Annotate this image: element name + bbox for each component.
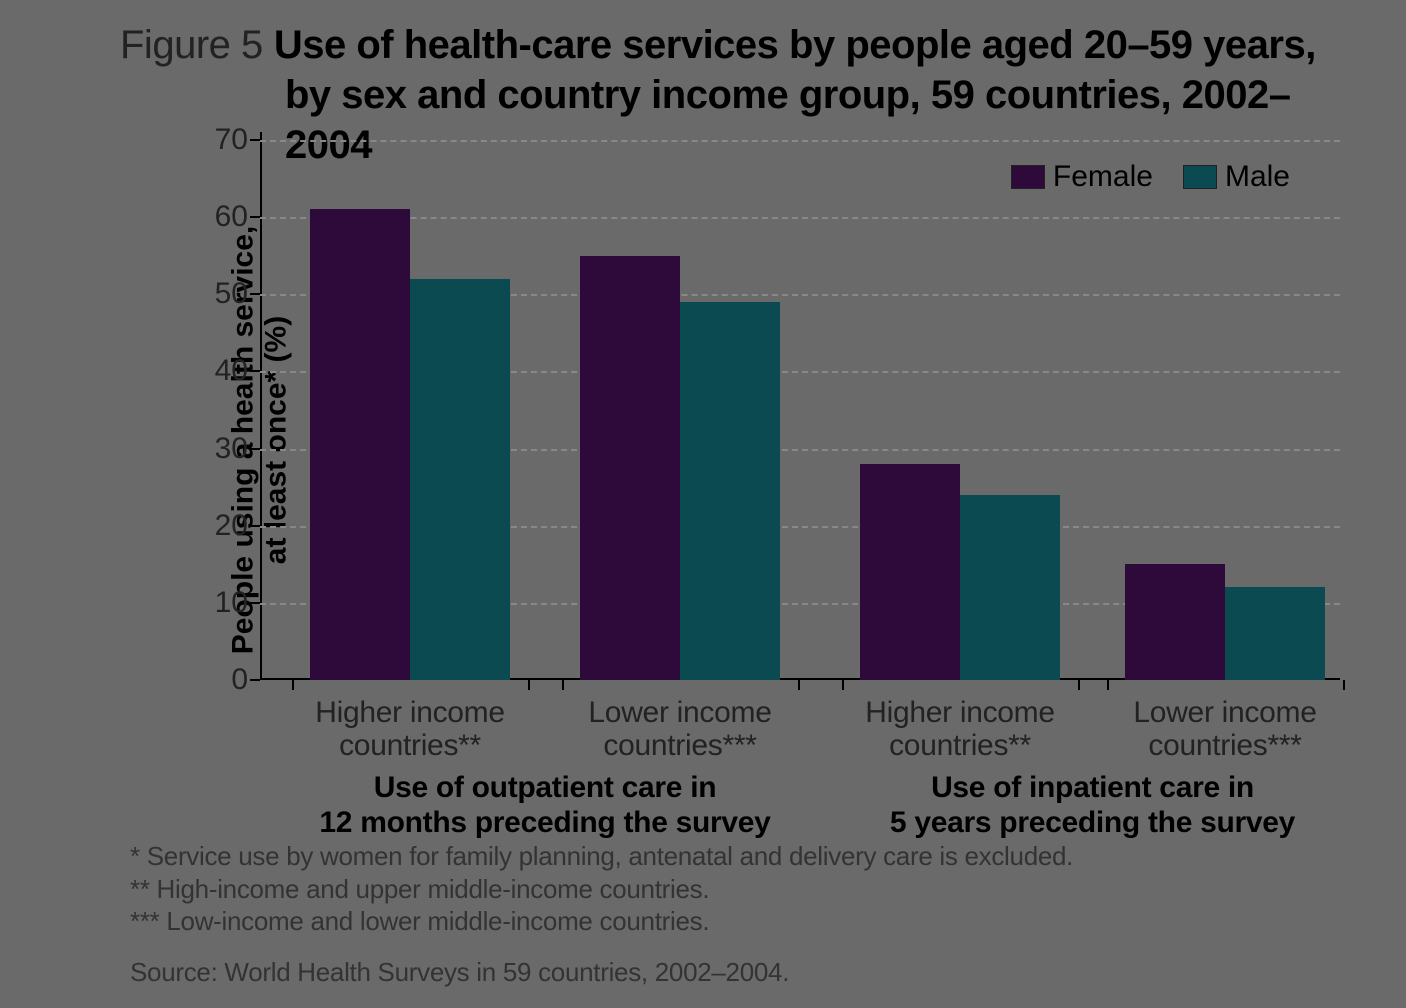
x-category-label: Lower incomecountries*** — [1105, 696, 1345, 762]
bar-male — [1225, 587, 1325, 680]
legend-swatch-male — [1183, 165, 1217, 189]
bar-male — [410, 279, 510, 680]
bar-male — [960, 495, 1060, 680]
section-label: Use of inpatient care in5 years precedin… — [833, 771, 1353, 840]
y-tick-mark — [250, 602, 260, 604]
y-tick-label: 30 — [198, 432, 248, 466]
y-tick-label: 10 — [198, 586, 248, 620]
x-category-label: Higher incomecountries** — [840, 696, 1080, 762]
x-tick-mark — [562, 680, 564, 690]
legend-label-female: Female — [1053, 160, 1153, 194]
bar-group — [310, 209, 510, 680]
y-tick-mark — [250, 293, 260, 295]
y-tick-mark — [250, 139, 260, 141]
y-tick-mark — [250, 370, 260, 372]
bar-female — [860, 464, 960, 680]
x-tick-mark — [1078, 680, 1080, 690]
y-tick-mark — [250, 216, 260, 218]
chart-area: People using a health service, at least … — [120, 140, 1350, 740]
source-line: Source: World Health Surveys in 59 count… — [130, 956, 1073, 989]
x-category-label: Higher incomecountries** — [290, 696, 530, 762]
bar-female — [310, 209, 410, 680]
bar-male — [680, 302, 780, 680]
section-label: Use of outpatient care in12 months prece… — [285, 771, 805, 840]
footnotes-block: * Service use by women for family planni… — [130, 840, 1073, 988]
y-tick-label: 60 — [198, 200, 248, 234]
x-tick-mark — [842, 680, 844, 690]
x-tick-mark — [798, 680, 800, 690]
y-tick-mark — [250, 525, 260, 527]
y-tick-label: 20 — [198, 509, 248, 543]
y-axis-line — [260, 132, 262, 680]
y-tick-label: 0 — [198, 663, 248, 697]
bar-female — [1125, 564, 1225, 680]
legend-item-male: Male — [1183, 160, 1290, 194]
legend-label-male: Male — [1225, 160, 1290, 194]
bar-group — [1125, 564, 1325, 680]
footnote-3: *** Low-income and lower middle-income c… — [130, 905, 1073, 938]
x-tick-mark — [292, 680, 294, 690]
gridline — [260, 140, 1340, 142]
x-tick-mark — [528, 680, 530, 690]
footnote-2: ** High-income and upper middle-income c… — [130, 873, 1073, 906]
y-tick-label: 40 — [198, 354, 248, 388]
y-tick-mark — [250, 679, 260, 681]
bar-female — [580, 256, 680, 680]
x-tick-mark — [1107, 680, 1109, 690]
legend: Female Male — [1011, 160, 1290, 194]
legend-swatch-female — [1011, 165, 1045, 189]
y-tick-mark — [250, 448, 260, 450]
x-category-label: Lower incomecountries*** — [560, 696, 800, 762]
bar-group — [860, 464, 1060, 680]
bar-group — [580, 256, 780, 680]
y-tick-label: 70 — [198, 123, 248, 157]
title-text-1: Use of health-care services by people ag… — [274, 23, 1316, 67]
figure-label: Figure 5 — [120, 23, 263, 67]
x-tick-mark — [1343, 680, 1345, 690]
y-tick-label: 50 — [198, 277, 248, 311]
legend-item-female: Female — [1011, 160, 1153, 194]
title-line-1: Figure 5 Use of health-care services by … — [120, 20, 1376, 70]
footnote-1: * Service use by women for family planni… — [130, 840, 1073, 873]
plot-region: 010203040506070Higher incomecountries**L… — [260, 140, 1340, 680]
